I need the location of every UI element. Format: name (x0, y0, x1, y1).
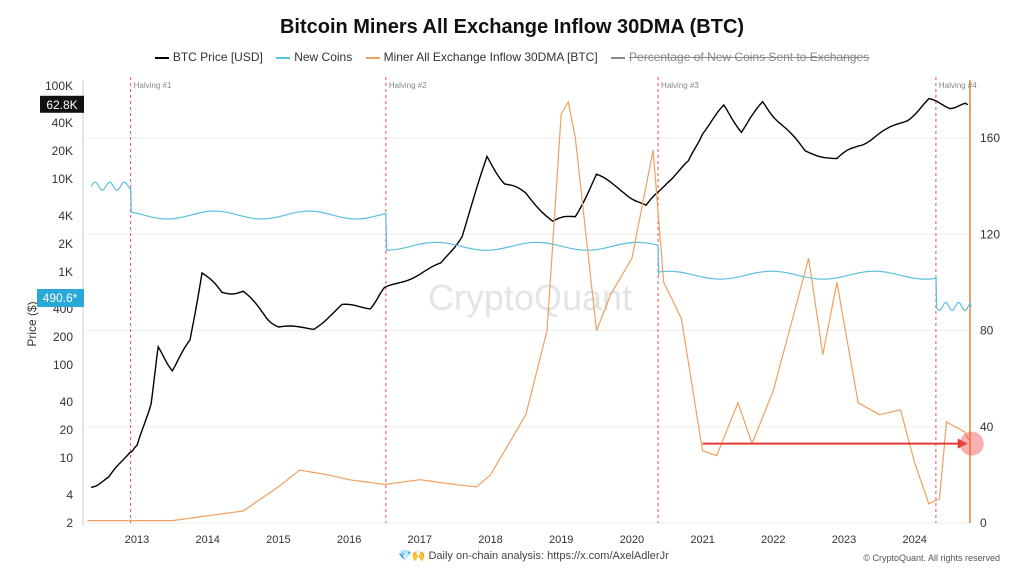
x-tick-label: 2020 (620, 534, 644, 546)
halving-label: Halving #4 (939, 81, 977, 90)
legend-item-btc-price[interactable]: BTC Price [USD] (154, 50, 263, 64)
highlight-circle (959, 431, 984, 456)
new-coins-badge (37, 289, 84, 307)
left-tick-label: 200 (53, 330, 73, 344)
left-tick-label: 10 (60, 451, 74, 465)
copyright: © CryptoQuant. All rights reserved (863, 553, 1000, 563)
left-tick-label: 10K (52, 172, 73, 186)
left-tick-label: 20 (60, 423, 74, 437)
x-tick-label: 2013 (125, 534, 149, 546)
halving-label: Halving #3 (661, 81, 699, 90)
left-tick-label: 100K (45, 79, 73, 93)
right-tick-label: 80 (980, 324, 994, 338)
x-tick-label: 2021 (690, 534, 714, 546)
y-axis-label: Price ($) (25, 301, 39, 346)
legend-item-new-coins[interactable]: New Coins (276, 50, 352, 64)
x-tick-label: 2015 (266, 534, 290, 546)
x-tick-label: 2019 (549, 534, 573, 546)
left-tick-label: 2K (58, 237, 73, 251)
right-tick-label: 120 (980, 227, 1000, 241)
right-tick-label: 0 (980, 516, 987, 530)
halving-label: Halving #2 (389, 81, 427, 90)
price-badge-label: 62.8K (46, 98, 77, 112)
x-tick-label: 2017 (408, 534, 432, 546)
left-tick-label: 40 (60, 395, 74, 409)
x-tick-label: 2018 (478, 534, 502, 546)
left-tick-label: 1K (58, 265, 73, 279)
x-tick-label: 2016 (337, 534, 361, 546)
x-tick-label: 2022 (761, 534, 785, 546)
price-badge (40, 95, 84, 113)
left-tick-label: 4K (58, 209, 73, 223)
left-tick-label: 40K (52, 116, 73, 130)
new-coins-badge-label: 490.6* (43, 291, 78, 305)
x-tick-label: 2014 (195, 534, 219, 546)
series-line-1 (90, 181, 972, 312)
left-tick-label: 100 (53, 358, 73, 372)
series-line-0 (90, 97, 969, 488)
chart-title: Bitcoin Miners All Exchange Inflow 30DMA… (279, 16, 745, 38)
left-tick-label: 4 (66, 488, 73, 502)
watermark: CryptoQuant (428, 277, 632, 318)
left-tick-label: 20K (52, 144, 73, 158)
legend-item-percentage[interactable]: Percentage of New Coins Sent to Exchange… (611, 50, 869, 64)
halving-label: Halving #1 (134, 81, 172, 90)
legend: BTC Price [USD] New Coins Miner All Exch… (0, 50, 1024, 64)
left-tick-label: 2 (66, 516, 73, 530)
arrow-head (957, 438, 968, 449)
right-tick-label: 40 (980, 420, 994, 434)
x-tick-label: 2023 (832, 534, 856, 546)
series-line-2 (87, 100, 972, 522)
footer-credit: 💎🙌 Daily on-chain analysis: https://x.co… (398, 550, 669, 562)
x-tick-label: 2024 (902, 534, 926, 546)
legend-item-miner-inflow[interactable]: Miner All Exchange Inflow 30DMA [BTC] (365, 50, 598, 64)
right-tick-label: 160 (980, 131, 1000, 145)
footer-link[interactable]: https://x.com/AxelAdlerJr (547, 550, 669, 562)
